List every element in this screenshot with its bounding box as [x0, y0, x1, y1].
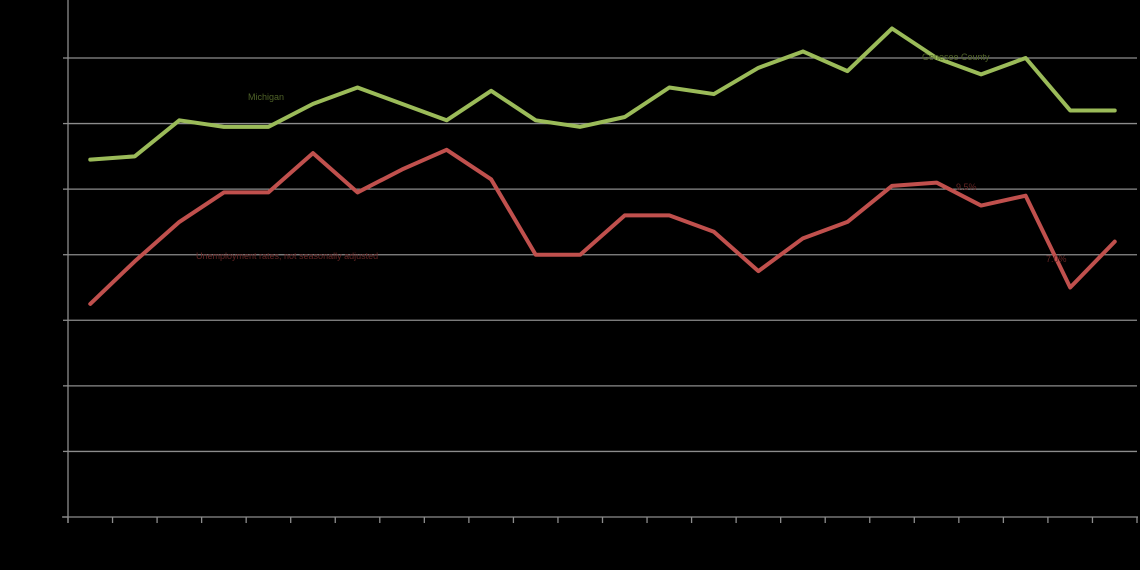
annotation-label: Genesee County [922, 52, 990, 62]
annotation-label: Unemployment rates, not seasonally adjus… [196, 251, 378, 261]
chart-annotations: Michigan Genesee County Unemployment rates… [196, 52, 1067, 264]
red-line-series [88, 147, 1117, 306]
annotation-label: 7.0% [1046, 254, 1067, 264]
x-axis-tick-marks [67, 517, 1138, 523]
y-axis-tick-marks [63, 57, 68, 518]
annotation-label: Michigan [248, 92, 284, 102]
green-line-series [88, 26, 1117, 162]
annotation-label: 9.5% [956, 182, 977, 192]
